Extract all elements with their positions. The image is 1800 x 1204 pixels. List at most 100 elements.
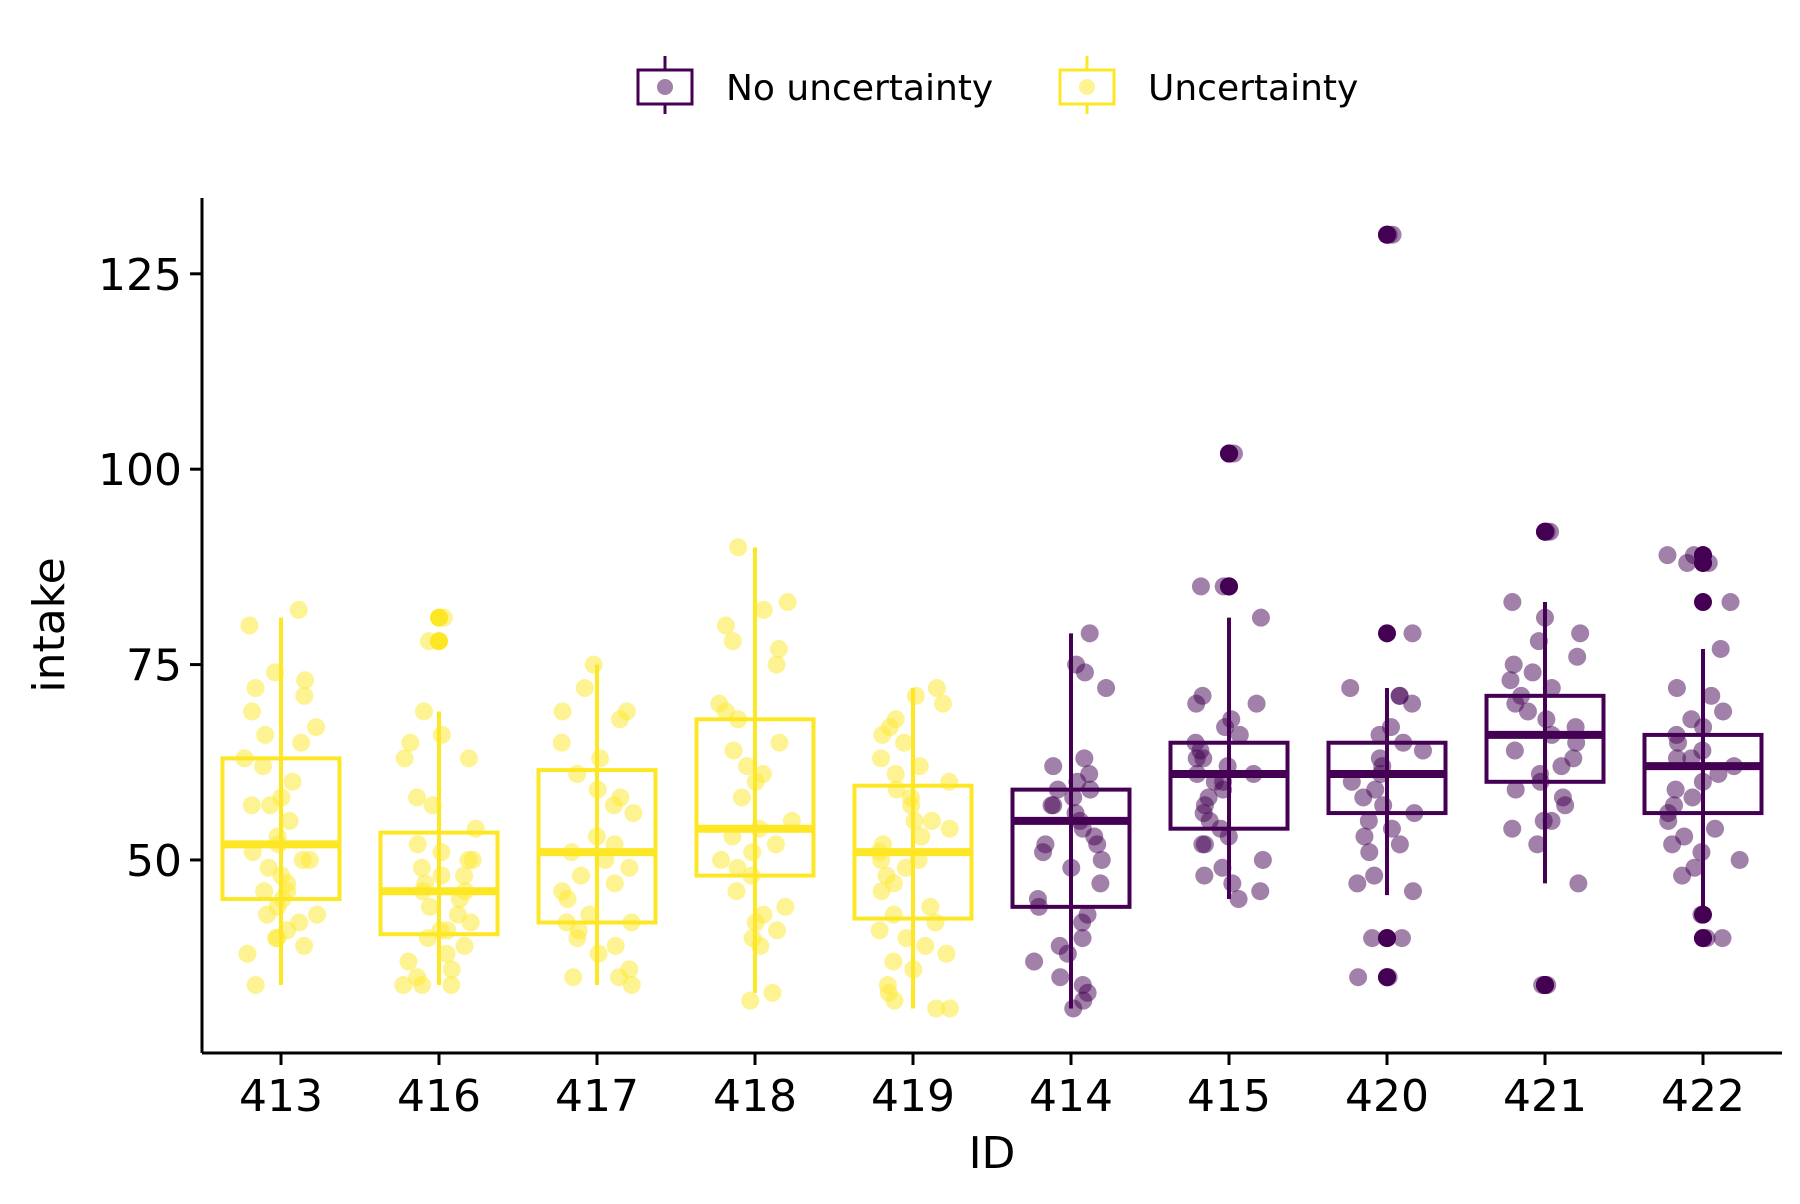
data-point xyxy=(1699,553,1718,572)
data-point xyxy=(412,858,431,877)
data-point xyxy=(609,968,628,987)
data-point xyxy=(1403,624,1422,643)
data-point xyxy=(921,897,940,916)
data-point xyxy=(399,952,418,971)
box-group-421 xyxy=(1484,522,1606,995)
data-point xyxy=(266,663,285,682)
data-point xyxy=(1541,522,1560,541)
data-point xyxy=(1042,796,1061,815)
data-point xyxy=(1694,718,1713,737)
data-point xyxy=(737,757,756,776)
data-point xyxy=(604,796,623,815)
data-point xyxy=(1692,905,1711,924)
data-point xyxy=(1187,694,1206,713)
x-tick-label: 415 xyxy=(1187,1071,1271,1122)
data-point xyxy=(746,772,765,791)
data-point xyxy=(243,843,262,862)
data-point xyxy=(423,796,442,815)
data-point xyxy=(606,936,625,955)
data-point xyxy=(259,858,278,877)
data-point xyxy=(724,741,743,760)
y-axis-title: intake xyxy=(24,557,75,692)
data-point xyxy=(1359,811,1378,830)
data-point xyxy=(1214,577,1233,596)
data-point xyxy=(904,960,923,979)
data-point xyxy=(1709,764,1728,783)
data-point xyxy=(1187,749,1206,768)
x-tick-label: 419 xyxy=(871,1071,955,1122)
data-point xyxy=(1365,866,1384,885)
data-point xyxy=(873,725,892,744)
data-point xyxy=(1697,929,1716,948)
data-point xyxy=(1702,686,1721,705)
data-point xyxy=(1529,632,1548,651)
data-point xyxy=(1371,764,1390,783)
data-point xyxy=(1552,757,1571,776)
data-point xyxy=(776,897,795,916)
data-point xyxy=(1370,725,1389,744)
legend-label-no-uncertainty: No uncertainty xyxy=(726,68,993,109)
data-point xyxy=(1044,757,1063,776)
data-point xyxy=(1535,608,1554,627)
data-point xyxy=(1251,882,1270,901)
data-point xyxy=(1663,835,1682,854)
data-point xyxy=(1692,843,1711,862)
data-point xyxy=(408,835,427,854)
data-point xyxy=(1673,866,1692,885)
data-point xyxy=(1091,874,1110,893)
data-point xyxy=(766,835,785,854)
data-point xyxy=(432,725,451,744)
data-point xyxy=(1092,850,1111,869)
data-point xyxy=(1342,772,1361,791)
x-tick-label: 421 xyxy=(1503,1071,1587,1122)
data-point xyxy=(934,694,953,713)
data-point xyxy=(1669,733,1688,752)
data-point xyxy=(768,921,787,940)
data-point xyxy=(1503,593,1522,612)
data-point xyxy=(257,905,276,924)
data-point xyxy=(1528,835,1547,854)
x-tick-label: 422 xyxy=(1661,1071,1745,1122)
legend-item-no-uncertainty: No uncertainty xyxy=(636,56,993,114)
data-point xyxy=(1213,858,1232,877)
data-point xyxy=(1219,827,1238,846)
data-point xyxy=(1523,663,1542,682)
data-point xyxy=(1390,835,1409,854)
legend-key-point xyxy=(1079,79,1095,95)
data-point xyxy=(466,819,485,838)
data-point xyxy=(716,616,735,635)
data-point xyxy=(886,764,905,783)
data-point xyxy=(1394,733,1413,752)
data-point xyxy=(624,804,643,823)
data-point xyxy=(240,616,259,635)
data-point xyxy=(743,843,762,862)
data-point xyxy=(1542,811,1561,830)
data-point xyxy=(1088,835,1107,854)
x-tick-label: 420 xyxy=(1345,1071,1429,1122)
data-point xyxy=(1667,679,1686,698)
y-ticks: 50 75 100 125 xyxy=(98,250,202,887)
data-point xyxy=(1025,952,1044,971)
data-point xyxy=(1348,874,1367,893)
y-tick-label: 125 xyxy=(98,250,182,301)
data-point xyxy=(1363,929,1382,948)
data-point xyxy=(884,905,903,924)
box xyxy=(536,768,658,925)
data-point xyxy=(418,929,437,948)
data-point xyxy=(1503,819,1522,838)
data-point xyxy=(763,983,782,1002)
data-point xyxy=(395,749,414,768)
data-point xyxy=(870,921,889,940)
data-point xyxy=(420,897,439,916)
data-point xyxy=(1506,780,1525,799)
data-point xyxy=(909,850,928,869)
data-point xyxy=(912,827,931,846)
data-point xyxy=(292,733,311,752)
data-point xyxy=(1403,694,1422,713)
box-group-422 xyxy=(1642,546,1764,948)
data-point xyxy=(754,600,773,619)
data-point xyxy=(1355,827,1374,846)
data-point xyxy=(1714,702,1733,721)
data-point xyxy=(1667,749,1686,768)
